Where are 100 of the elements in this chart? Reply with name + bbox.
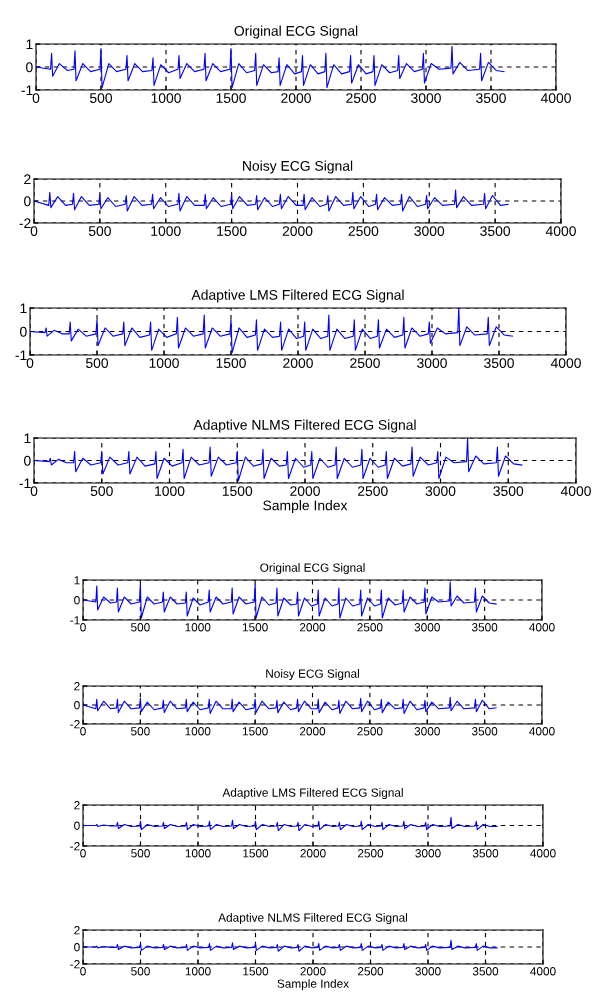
y-tick-label: 2 [24,174,31,185]
x-tick-label: 1500 [216,358,246,368]
x-tick-label: 3500 [472,849,499,858]
y-tick-label: 2 [74,926,80,935]
x-tick-label: 3000 [411,93,441,103]
y-tick-label: -2 [70,720,80,729]
x-tick-label: 2000 [300,849,326,858]
y-tick-label: 1 [20,303,27,314]
y-tick-label: 0 [74,821,80,830]
x-tick-label: 4000 [545,226,576,236]
x-tick-label: 1500 [243,967,269,976]
x-tick-label: 2000 [283,358,313,368]
y-tick-label: -1 [19,478,31,489]
x-tick-label: 2500 [357,623,383,632]
y-tick-label: -1 [21,85,33,96]
x-tick-label: 1000 [185,849,211,858]
x-tick-label: 3000 [415,967,441,976]
chart-title: Original ECG Signal [260,563,365,575]
x-axis-title: Sample Index [263,500,348,514]
x-tick-label: 2000 [299,623,326,632]
x-tick-label: 0 [80,967,86,976]
chart-title: Original ECG Signal [234,25,358,39]
x-tick-label: 500 [85,358,109,368]
x-tick-label: 1000 [185,967,211,976]
x-tick-label: 1500 [217,226,247,236]
line-series [83,816,498,832]
x-tick-label: 3000 [415,849,441,858]
y-tick-label: 0 [24,196,31,207]
chart-title: Adaptive LMS Filtered ECG Signal [191,289,404,303]
y-tick-label: 0 [26,62,33,73]
y-tick-label: 2 [74,682,80,691]
x-tick-label: 4000 [530,849,556,858]
y-tick-label: 1 [74,576,80,585]
y-tick-label: -1 [15,350,27,361]
x-tick-label: 500 [131,727,150,736]
x-tick-label: 1500 [243,849,269,858]
x-tick-label: 4000 [530,967,556,976]
line-series [83,696,497,715]
x-tick-label: 2500 [348,226,379,236]
x-axis-title: Sample Index [277,979,349,991]
x-tick-label: 1000 [185,623,211,632]
x-tick-label: 3000 [425,486,456,496]
x-tick-label: 2000 [282,226,313,236]
x-tick-label: 1500 [242,623,268,632]
x-tick-label: 0 [80,849,86,858]
x-tick-label: 3500 [476,93,506,103]
chart-title: Noisy ECG Signal [266,669,359,681]
line-series [36,45,505,89]
x-tick-label: 1000 [155,486,185,496]
y-tick-label: 0 [24,455,31,466]
x-tick-label: 1500 [242,727,268,736]
line-series [34,438,523,482]
line-series [34,189,509,212]
line-series [30,308,513,354]
x-tick-label: 3500 [471,727,498,736]
x-tick-label: 500 [131,623,150,632]
y-tick-label: -2 [70,842,80,851]
chart-title: Adaptive NLMS Filtered ECG Signal [193,419,416,433]
x-tick-label: 3000 [414,623,440,632]
x-tick-label: 3500 [472,967,499,976]
x-tick-label: 3000 [417,358,447,368]
x-tick-label: 3500 [484,358,514,368]
x-tick-label: 1500 [222,486,253,496]
x-tick-label: 2000 [299,727,326,736]
chart-title: Adaptive LMS Filtered ECG Signal [222,788,403,800]
x-tick-label: 4000 [529,727,555,736]
x-tick-label: 0 [80,727,86,736]
chart-title: Noisy ECG Signal [243,160,353,174]
y-tick-label: 0 [20,326,27,337]
y-tick-label: 1 [24,433,31,444]
x-tick-label: 3000 [414,226,445,236]
x-tick-label: 3500 [493,486,524,496]
y-tick-label: -1 [70,616,80,625]
x-tick-label: 500 [131,967,150,976]
x-tick-label: 3500 [480,226,511,236]
x-tick-label: 2500 [350,358,380,368]
x-tick-label: 3000 [414,727,440,736]
x-tick-label: 1000 [151,226,181,236]
x-tick-label: 4000 [560,486,591,496]
x-tick-label: 500 [89,93,113,103]
x-tick-label: 1000 [149,358,179,368]
x-tick-label: 2500 [358,486,388,496]
y-tick-label: 0 [74,701,80,710]
chart-title: Adaptive NLMS Filtered ECG Signal [218,913,408,925]
y-tick-label: 0 [74,596,80,605]
y-tick-label: 0 [74,943,80,952]
x-tick-label: 1000 [151,93,181,103]
x-tick-label: 1000 [185,727,211,736]
x-tick-label: 2500 [357,967,384,976]
x-tick-label: 500 [131,849,150,858]
x-tick-label: 4000 [529,623,555,632]
x-tick-label: 2500 [357,849,384,858]
x-tick-label: 500 [90,486,113,496]
y-tick-label: 2 [74,801,80,810]
x-tick-label: 2000 [290,486,320,496]
y-tick-label: 1 [26,39,33,50]
x-tick-label: 2500 [346,93,376,103]
x-tick-label: 2500 [357,727,383,736]
y-tick-label: -2 [19,218,31,229]
x-tick-label: 0 [80,623,86,632]
